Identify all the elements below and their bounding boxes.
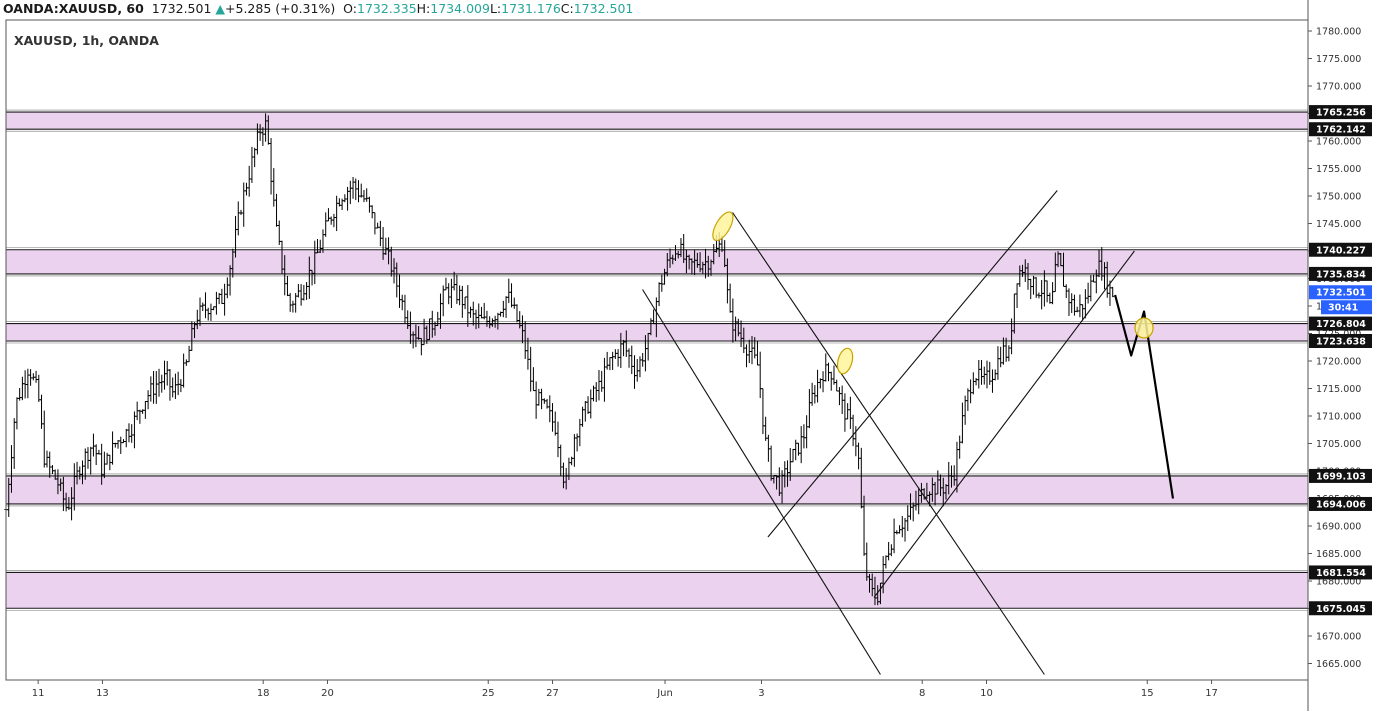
y-tick-label-6: 1750.000 bbox=[1316, 192, 1361, 203]
price-label-box-3 bbox=[1309, 266, 1372, 281]
y-tick-label-1: 1775.000 bbox=[1316, 54, 1361, 65]
price-change: +5.285 (+0.31%) bbox=[225, 1, 336, 16]
x-tick-label-3: 20 bbox=[321, 688, 334, 699]
countdown-box bbox=[1321, 300, 1372, 315]
price-label-4: 1726.804 bbox=[1316, 319, 1366, 330]
open-label: O: bbox=[343, 1, 357, 16]
y-tick-label-0: 1780.000 bbox=[1316, 27, 1361, 38]
y-tick-label-12: 1720.000 bbox=[1316, 357, 1361, 368]
current-price-label: 1732.501 bbox=[1316, 288, 1366, 299]
x-tick-label-7: 3 bbox=[758, 688, 764, 699]
trendline-0 bbox=[642, 289, 881, 675]
close-value: 1732.501 bbox=[573, 1, 634, 16]
y-tick-label-19: 1685.000 bbox=[1316, 549, 1361, 560]
x-tick-label-2: 18 bbox=[257, 688, 270, 699]
y-tick-label-14: 1710.000 bbox=[1316, 412, 1361, 423]
price-label-box-6 bbox=[1309, 468, 1372, 483]
price-label-box-2 bbox=[1309, 242, 1372, 257]
price-label-8: 1681.554 bbox=[1316, 568, 1366, 579]
circle-marker-1 bbox=[836, 347, 854, 375]
zone-1 bbox=[6, 249, 1308, 274]
high-value: 1734.009 bbox=[430, 1, 490, 16]
x-tick-label-11: 17 bbox=[1205, 688, 1218, 699]
symbol-header: OANDA:XAUUSD, 60 1732.501 ▲+5.285 (+0.31… bbox=[0, 0, 1374, 18]
countdown-label: 30:41 bbox=[1328, 303, 1358, 314]
close-label: C: bbox=[560, 1, 574, 16]
circle-marker-0 bbox=[712, 211, 734, 242]
y-tick-label-7: 1745.000 bbox=[1316, 219, 1361, 230]
low-value: 1731.176 bbox=[501, 1, 561, 16]
high-label: H: bbox=[416, 1, 431, 16]
x-tick-label-1: 13 bbox=[96, 688, 109, 699]
circle-marker-2 bbox=[1134, 317, 1154, 339]
x-tick-label-6: Jun bbox=[656, 688, 673, 699]
trendline-2 bbox=[767, 190, 1058, 538]
y-tick-label-4: 1760.000 bbox=[1316, 137, 1361, 148]
chart-title: XAUUSD, 1h, OANDA bbox=[14, 33, 159, 48]
trendline-3 bbox=[873, 250, 1135, 598]
price-label-box-0 bbox=[1309, 105, 1372, 120]
candles-layer bbox=[4, 113, 1115, 606]
trendlines-layer bbox=[642, 190, 1175, 675]
x-tick-label-5: 27 bbox=[546, 688, 559, 699]
low-label: L: bbox=[489, 1, 502, 16]
symbol-name[interactable]: OANDA:XAUUSD, 60 bbox=[3, 1, 144, 16]
price-label-box-4 bbox=[1309, 316, 1372, 331]
price-label-3: 1735.834 bbox=[1316, 269, 1366, 280]
price-label-7: 1694.006 bbox=[1316, 499, 1366, 510]
x-tick-label-4: 25 bbox=[482, 688, 495, 699]
price-label-1: 1762.142 bbox=[1316, 125, 1366, 136]
price-label-box-1 bbox=[1309, 122, 1372, 137]
current-price-box bbox=[1309, 285, 1372, 300]
change-up-icon: ▲ bbox=[215, 1, 226, 16]
y-tick-label-18: 1690.000 bbox=[1316, 522, 1361, 533]
zone-0 bbox=[6, 112, 1308, 130]
price-label-box-8 bbox=[1309, 565, 1372, 580]
price-label-box-7 bbox=[1309, 496, 1372, 511]
price-label-0: 1765.256 bbox=[1316, 108, 1366, 119]
trendline-1 bbox=[732, 212, 1045, 675]
y-tick-label-15: 1705.000 bbox=[1316, 439, 1361, 450]
y-tick-label-2: 1770.000 bbox=[1316, 82, 1361, 93]
price-label-box-9 bbox=[1309, 601, 1372, 616]
x-tick-label-8: 8 bbox=[919, 688, 925, 699]
price-label-box-5 bbox=[1309, 333, 1372, 348]
y-tick-label-22: 1670.000 bbox=[1316, 632, 1361, 643]
y-tick-label-20: 1680.000 bbox=[1316, 577, 1361, 588]
price-label-9: 1675.045 bbox=[1316, 604, 1366, 615]
y-tick-label-5: 1755.000 bbox=[1316, 164, 1361, 175]
last-price: 1732.501 bbox=[151, 1, 212, 16]
y-tick-label-13: 1715.000 bbox=[1316, 384, 1361, 395]
open-value: 1732.335 bbox=[357, 1, 417, 16]
y-tick-label-23: 1665.000 bbox=[1316, 659, 1361, 670]
x-tick-label-9: 10 bbox=[980, 688, 993, 699]
zone-2 bbox=[6, 323, 1308, 341]
price-label-5: 1723.638 bbox=[1316, 336, 1366, 347]
zone-4 bbox=[6, 572, 1308, 609]
axes-layer: 1780.0001775.0001770.0001765.0001760.000… bbox=[5, 0, 1372, 711]
zones-layer bbox=[6, 109, 1308, 611]
price-label-6: 1699.103 bbox=[1316, 471, 1366, 482]
x-tick-label-0: 11 bbox=[32, 688, 45, 699]
price-label-2: 1740.227 bbox=[1316, 245, 1366, 256]
x-tick-label-10: 15 bbox=[1141, 688, 1154, 699]
zone-3 bbox=[6, 475, 1308, 504]
